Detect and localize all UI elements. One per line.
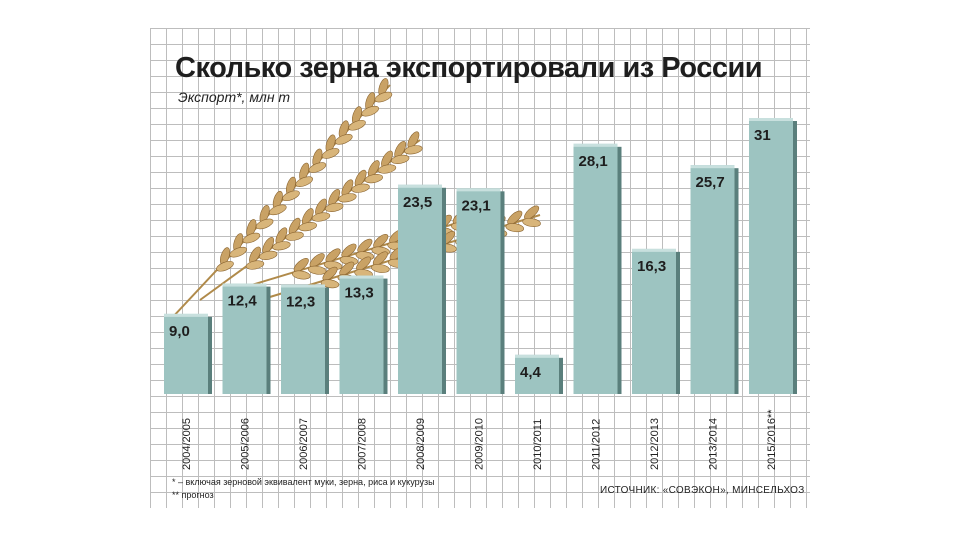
bar-side <box>617 146 622 394</box>
bar <box>281 284 325 394</box>
bar <box>573 143 618 394</box>
bar-side <box>734 168 739 394</box>
bar-value-label: 12,3 <box>286 293 315 310</box>
bar-value-label: 9,0 <box>169 323 190 340</box>
wheat-ear <box>199 131 423 301</box>
bar-value-label: 23,1 <box>462 197 491 214</box>
bar <box>339 275 384 394</box>
bar-side <box>383 278 388 394</box>
bar-side <box>266 286 271 394</box>
bar-value-label: 12,4 <box>228 293 258 310</box>
bar-value-label: 13,3 <box>345 285 374 302</box>
bar-side <box>500 191 505 394</box>
bar-side <box>676 251 680 394</box>
x-tick-label: 2007/2008 <box>357 418 369 470</box>
bar-side <box>793 121 797 394</box>
x-tick-label: 2012/2013 <box>649 418 661 470</box>
bar-side <box>442 187 446 394</box>
chart-title: Сколько зерна экспортировали из России <box>175 52 763 84</box>
footnote-1: * – включая зерновой эквивалент муки, зе… <box>172 477 435 487</box>
bar-value-label: 25,7 <box>696 174 725 191</box>
bar-side <box>559 357 563 394</box>
bar-side <box>208 316 212 394</box>
bar-value-label: 28,1 <box>579 153 608 170</box>
x-tick-label: 2006/2007 <box>298 418 310 470</box>
bar-highlight <box>456 188 501 192</box>
bar <box>515 354 559 394</box>
bar-highlight <box>749 118 793 121</box>
bar <box>690 165 735 394</box>
bar-highlight <box>515 354 559 358</box>
bar-value-label: 23,5 <box>403 194 432 211</box>
bar-value-label: 4,4 <box>520 364 542 381</box>
chart-subtitle: Экспорт*, млн т <box>178 89 291 105</box>
bar-highlight <box>690 165 735 169</box>
x-tick-label: 2004/2005 <box>181 418 193 470</box>
bar <box>749 118 793 394</box>
bar-side <box>325 287 329 394</box>
bar-highlight <box>339 275 384 279</box>
bar-highlight <box>281 284 325 288</box>
wheat-ear <box>169 78 393 321</box>
source-credit: ИСТОЧНИК: «СОВЭКОН», МИНСЕЛЬХОЗ <box>600 485 805 496</box>
x-tick-label: 2008/2009 <box>415 418 427 470</box>
x-tick-label: 2009/2010 <box>474 418 486 470</box>
x-tick-label: 2005/2006 <box>240 418 252 470</box>
x-tick-label: 2013/2014 <box>708 418 720 470</box>
bar <box>164 313 208 394</box>
bar-value-label: 16,3 <box>637 258 666 275</box>
bar-value-label: 31 <box>754 127 771 144</box>
bar <box>398 184 442 394</box>
bar-highlight <box>222 283 267 287</box>
bar-highlight <box>573 143 618 147</box>
x-tick-label: 2011/2012 <box>591 419 603 470</box>
bar <box>632 248 676 394</box>
bar-highlight <box>164 313 208 317</box>
bar-highlight <box>632 248 676 252</box>
footnote-2: ** прогноз <box>172 490 214 500</box>
bar <box>222 283 267 394</box>
x-tick-label: 2010/2011 <box>532 419 544 470</box>
bar-highlight <box>398 184 442 188</box>
bars-group: 9,0 2004/2005 12,4 2005/2006 12,3 2006/2007 13… <box>164 118 797 470</box>
x-tick-label: 2015/2016** <box>766 409 778 470</box>
bar <box>456 188 501 394</box>
